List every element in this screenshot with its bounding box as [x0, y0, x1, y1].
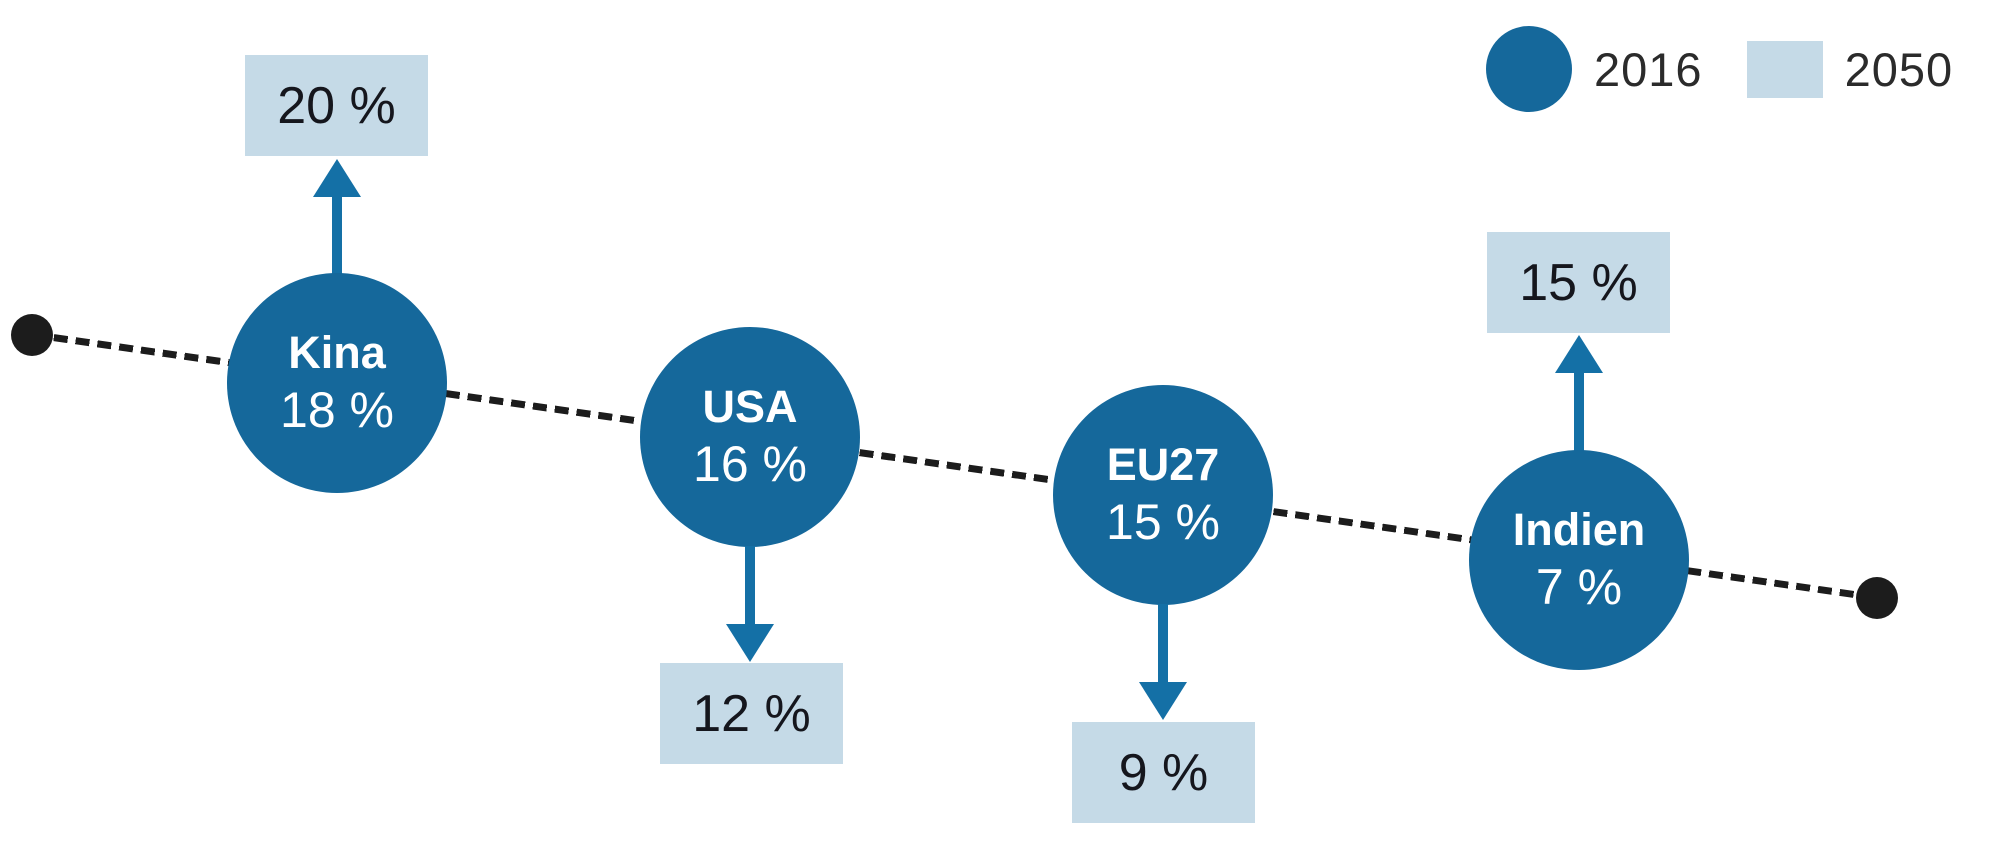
- eu27-2016-value: 15 %: [1106, 494, 1220, 551]
- kina-2050-value: 20 %: [277, 76, 396, 135]
- arrow-stem: [1574, 373, 1584, 452]
- legend-2016-circle-swatch: [1486, 26, 1572, 112]
- line-start-dot: [11, 314, 53, 356]
- indien-up-arrow-icon: [1555, 335, 1603, 452]
- legend-2050-square-swatch: [1746, 40, 1823, 98]
- usa-label: USA: [702, 380, 798, 432]
- legend: 2016 2050: [1486, 26, 1953, 112]
- legend-2016-label: 2016: [1594, 42, 1703, 96]
- kina-2016-value: 18 %: [280, 382, 394, 439]
- legend-2050-label: 2050: [1844, 42, 1954, 96]
- eu27-2050-value: 9 %: [1118, 743, 1209, 802]
- arrow-head-down-icon: [1139, 682, 1187, 720]
- eu27-label: EU27: [1106, 438, 1220, 490]
- usa-2050-box: 12 %: [660, 663, 843, 764]
- indien-2050-box: 15 %: [1487, 232, 1670, 333]
- kina-2050-box: 20 %: [245, 55, 428, 156]
- indien-2016-bubble: Indien 7 %: [1469, 450, 1689, 670]
- indien-label: Indien: [1512, 503, 1646, 555]
- usa-2016-bubble: USA 16 %: [640, 327, 860, 547]
- usa-2016-value: 16 %: [693, 436, 807, 493]
- indien-2016-value: 7 %: [1535, 559, 1623, 616]
- usa-down-arrow-icon: [726, 546, 774, 662]
- indien-2050-value: 15 %: [1519, 253, 1638, 312]
- arrow-head-up-icon: [313, 159, 361, 197]
- kina-up-arrow-icon: [313, 159, 361, 275]
- line-end-dot: [1856, 577, 1898, 619]
- usa-2050-value: 12 %: [692, 684, 811, 743]
- arrow-stem: [332, 197, 342, 275]
- arrow-stem: [745, 546, 755, 624]
- eu27-down-arrow-icon: [1139, 604, 1187, 720]
- eu27-2016-bubble: EU27 15 %: [1053, 385, 1273, 605]
- arrow-stem: [1158, 604, 1168, 682]
- arrow-head-down-icon: [726, 624, 774, 662]
- arrow-head-up-icon: [1555, 335, 1603, 373]
- eu27-2050-box: 9 %: [1072, 722, 1255, 823]
- kina-2016-bubble: Kina 18 %: [227, 273, 447, 493]
- kina-label: Kina: [288, 326, 386, 378]
